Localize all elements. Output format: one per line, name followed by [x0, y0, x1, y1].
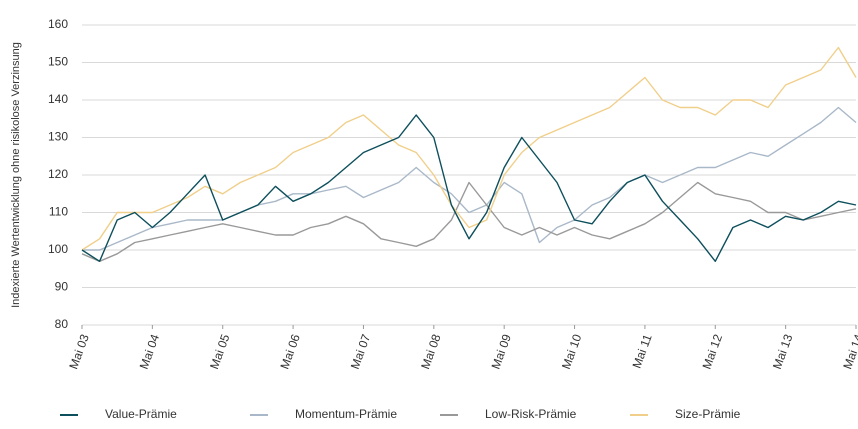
y-tick-label: 110 — [49, 205, 68, 219]
y-tick-label: 90 — [55, 280, 69, 294]
legend-label: Low-Risk-Prämie — [485, 407, 577, 421]
series-line — [82, 106, 857, 251]
x-tick-label: Mai 07 — [348, 332, 374, 371]
series-line — [81, 181, 857, 262]
x-tick-label: Mai 05 — [207, 332, 233, 371]
x-tick-label: Mai 03 — [66, 332, 92, 371]
legend-label: Value-Prämie — [105, 407, 177, 421]
y-tick-label: 100 — [48, 242, 68, 256]
x-tick-label: Mai 08 — [418, 332, 444, 371]
x-tick-label: Mai 13 — [770, 332, 796, 371]
y-tick-label: 140 — [48, 92, 68, 106]
x-tick-label: Mai 04 — [137, 332, 163, 371]
y-tick-label: 130 — [48, 130, 68, 144]
legend-label: Momentum-Prämie — [295, 407, 397, 421]
y-tick-label: 150 — [48, 55, 68, 69]
x-tick-label: Mai 10 — [559, 332, 585, 371]
x-tick-label: Mai 11 — [630, 332, 655, 370]
y-tick-label: 120 — [48, 167, 68, 181]
y-tick-label: 160 — [48, 17, 68, 31]
x-tick-label: Mai 14 — [840, 332, 858, 371]
y-tick-label: 80 — [55, 317, 69, 331]
x-tick-label: Mai 09 — [489, 332, 515, 371]
x-tick-label: Mai 06 — [277, 332, 303, 371]
series-line — [81, 114, 857, 262]
legend-label: Size-Prämie — [675, 407, 741, 421]
x-tick-label: Mai 12 — [700, 332, 726, 371]
y-axis-label: Indexierte Wertentwicklung ohne risikolo… — [10, 42, 22, 308]
